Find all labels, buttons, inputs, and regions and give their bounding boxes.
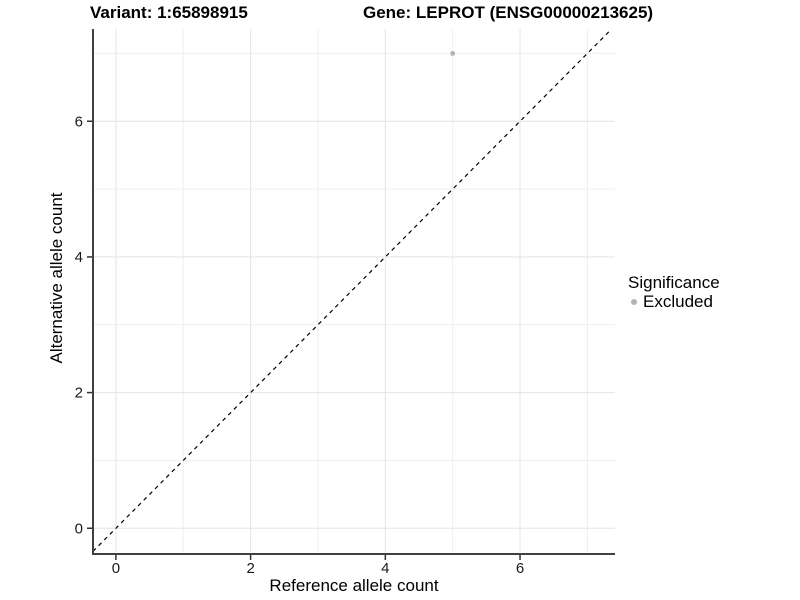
legend-item-excluded: Excluded [628, 292, 720, 311]
legend-item-label: Excluded [643, 292, 713, 311]
identity-line [92, 28, 613, 552]
excluded-point-icon [631, 298, 637, 305]
x-tick-label: 6 [516, 560, 524, 577]
y-tick-label: 2 [75, 385, 83, 402]
legend: Significance Excluded [628, 273, 720, 311]
x-tick-label: 0 [112, 560, 120, 577]
x-axis-title: Reference allele count [269, 576, 439, 595]
x-tick-label: 4 [381, 560, 389, 577]
y-tick-label: 6 [75, 113, 83, 130]
gene-title: Gene: LEPROT (ENSG00000213625) [363, 3, 654, 22]
data-point [450, 51, 456, 56]
y-tick-label: 4 [75, 249, 83, 266]
y-tick-label: 0 [75, 520, 83, 537]
variant-title: Variant: 1:65898915 [90, 3, 248, 22]
legend-title: Significance [628, 273, 720, 292]
y-axis-title: Alternative allele count [47, 192, 66, 364]
x-tick-label: 2 [246, 560, 254, 577]
